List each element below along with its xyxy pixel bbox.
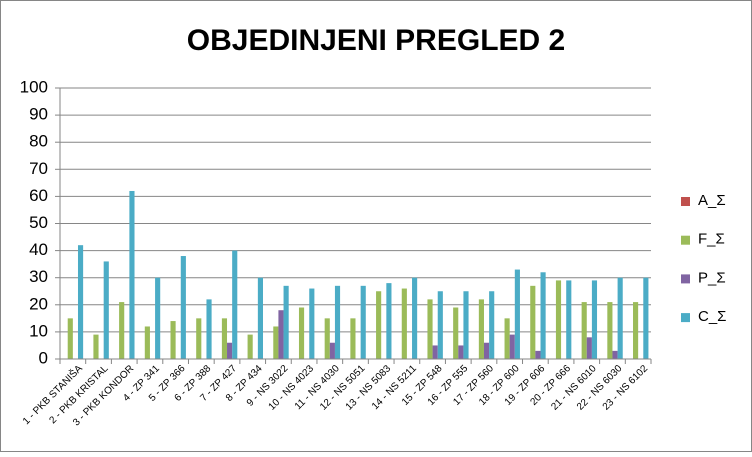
- bar: [155, 277, 161, 359]
- legend-label: C_Σ: [698, 308, 726, 325]
- legend-swatch: [681, 197, 690, 206]
- bar: [180, 256, 186, 359]
- bar: [540, 272, 546, 359]
- bar: [170, 321, 176, 359]
- bar: [232, 250, 238, 359]
- bar: [509, 334, 515, 359]
- bar: [376, 291, 382, 359]
- bar: [514, 269, 520, 359]
- bar: [591, 280, 598, 359]
- bar: [483, 342, 490, 359]
- bar: [221, 318, 228, 359]
- bar: [453, 307, 459, 359]
- y-tick-label: 60: [29, 186, 48, 205]
- bar: [278, 310, 284, 359]
- bar: [607, 302, 613, 359]
- bar: [324, 318, 330, 359]
- bar: [334, 285, 341, 359]
- bar: [257, 277, 263, 359]
- y-tick-label: 20: [29, 294, 48, 313]
- bar: [227, 342, 233, 359]
- bar: [427, 299, 433, 359]
- bar: [129, 190, 135, 359]
- bar: [478, 299, 484, 359]
- y-tick-label: 70: [29, 159, 48, 178]
- y-tick-label: 0: [39, 348, 48, 367]
- y-tick-label: 30: [29, 267, 48, 286]
- bar: [458, 345, 464, 359]
- bar: [206, 299, 212, 359]
- y-tick-label: 90: [29, 105, 48, 124]
- legend-swatch: [681, 313, 690, 323]
- bar: [633, 302, 639, 359]
- bar: [93, 334, 99, 359]
- bar: [360, 285, 366, 359]
- y-tick-label: 80: [29, 132, 48, 151]
- y-tick-label: 40: [29, 240, 48, 259]
- legend-label: A_Σ: [698, 192, 726, 209]
- bar: [489, 291, 495, 359]
- bar: [581, 302, 587, 359]
- legend-label: P_Σ: [698, 269, 726, 286]
- bar: [144, 326, 150, 359]
- bar: [119, 302, 125, 359]
- bar: [283, 285, 289, 359]
- bar: [643, 277, 649, 359]
- bar: [386, 283, 392, 359]
- bar: [350, 318, 356, 359]
- bar: [103, 261, 109, 359]
- bar: [555, 280, 562, 359]
- bar: [77, 245, 84, 359]
- bar: [329, 342, 335, 359]
- bar: [196, 318, 202, 359]
- legend-label: F_Σ: [698, 231, 725, 248]
- bar: [530, 285, 536, 359]
- legend-swatch: [681, 274, 690, 284]
- bar: [432, 345, 438, 359]
- y-tick-label: 100: [20, 77, 48, 96]
- bar: [612, 350, 618, 359]
- y-tick-label: 50: [29, 213, 48, 232]
- chart-title: OBJEDINJENI PREGLED 2: [187, 24, 565, 57]
- bar: [437, 291, 443, 359]
- bar: [586, 337, 592, 359]
- y-tick-label: 10: [29, 321, 48, 340]
- bar: [309, 288, 315, 359]
- bar: [535, 350, 541, 359]
- bar: [463, 291, 469, 359]
- bar: [273, 326, 279, 359]
- bar: [401, 288, 407, 359]
- bar: [617, 277, 623, 359]
- bar: [566, 280, 572, 359]
- legend-swatch: [681, 235, 690, 245]
- bar: [247, 334, 253, 359]
- bar: [504, 318, 510, 359]
- bar: [412, 277, 418, 359]
- bar: [298, 307, 305, 359]
- bar: [67, 318, 73, 359]
